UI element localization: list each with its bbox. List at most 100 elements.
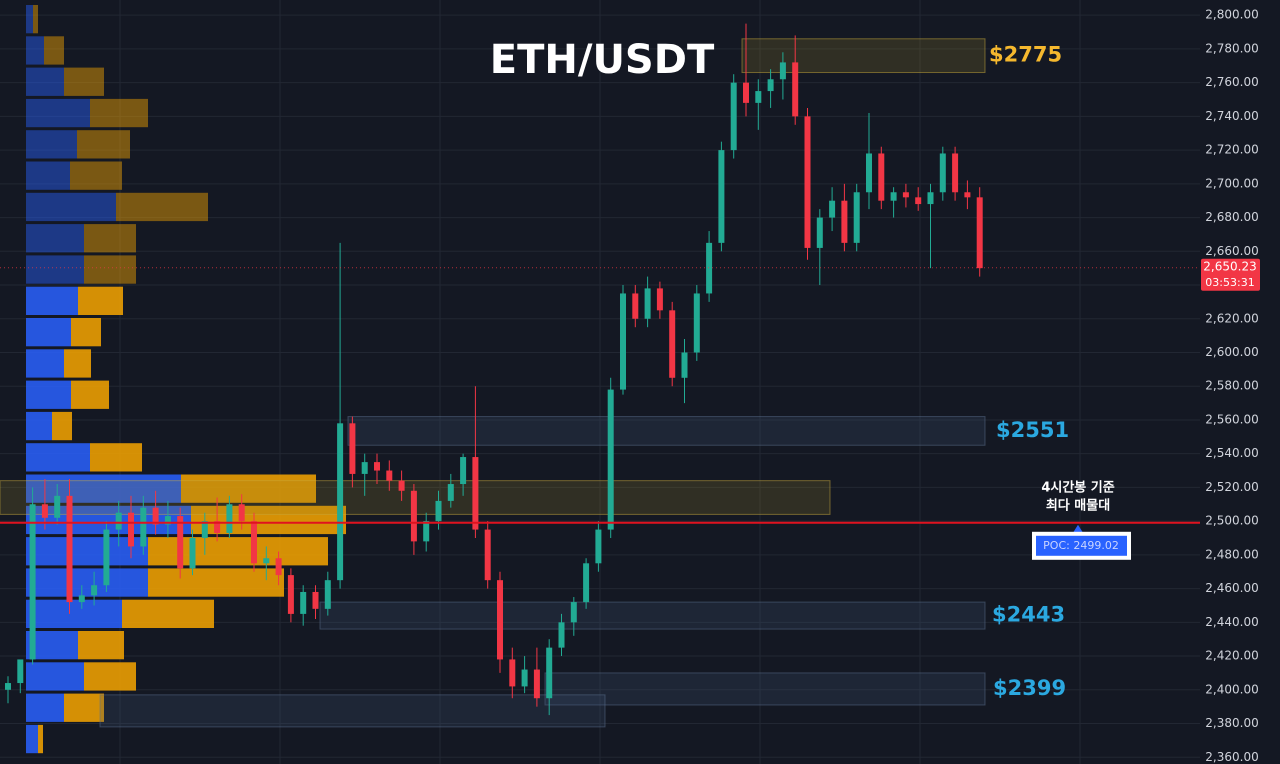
profile-buy xyxy=(26,36,44,65)
candle-body xyxy=(337,423,344,581)
candle-body xyxy=(460,457,467,485)
candle-body xyxy=(484,529,491,581)
y-tick-label: 2,600.00 xyxy=(1205,345,1258,359)
zone xyxy=(741,38,986,74)
candle-body xyxy=(878,153,885,201)
profile-buy xyxy=(26,318,71,347)
candle-body xyxy=(398,480,405,491)
profile-buy xyxy=(26,537,148,566)
candle-body xyxy=(632,293,639,319)
candle-body xyxy=(41,504,48,518)
candle-body xyxy=(164,516,171,525)
y-tick-label: 2,560.00 xyxy=(1205,412,1258,426)
candle-body xyxy=(730,82,737,151)
candle-body xyxy=(976,197,983,269)
y-tick-label: 2,380.00 xyxy=(1205,716,1258,730)
y-tick-label: 2,480.00 xyxy=(1205,547,1258,561)
profile-sell xyxy=(78,286,123,315)
y-tick-label: 2,660.00 xyxy=(1205,244,1258,258)
candle-body xyxy=(902,192,909,198)
candle-body xyxy=(374,462,380,471)
candles xyxy=(5,23,983,716)
y-tick-label: 2,500.00 xyxy=(1205,514,1258,528)
candle-body xyxy=(251,521,257,564)
candle-body xyxy=(410,490,417,542)
profile-buy xyxy=(26,98,90,128)
candle-body xyxy=(964,192,971,198)
zone-label: $2551 xyxy=(996,418,1069,442)
candle-body xyxy=(435,500,442,522)
profile-buy xyxy=(26,662,84,691)
candle-body xyxy=(570,602,577,623)
candle-body xyxy=(324,580,331,609)
last-price-box xyxy=(1201,258,1260,291)
candle-body xyxy=(804,116,811,248)
candle-body xyxy=(853,192,860,243)
candle-body xyxy=(533,669,540,699)
candle-body xyxy=(546,647,553,699)
y-tick-label: 2,680.00 xyxy=(1205,210,1258,224)
candle-body xyxy=(275,558,282,576)
candle-body xyxy=(681,352,688,378)
y-tick-label: 2,440.00 xyxy=(1205,615,1258,629)
y-tick-label: 2,780.00 xyxy=(1205,41,1258,55)
profile-sell xyxy=(70,161,122,190)
y-tick-label: 2,760.00 xyxy=(1205,75,1258,89)
candle-body xyxy=(312,591,319,609)
candle-body xyxy=(927,192,934,205)
y-tick-label: 2,700.00 xyxy=(1205,176,1258,190)
profile-buy xyxy=(26,130,77,159)
profile-sell xyxy=(77,130,130,159)
profile-sell xyxy=(52,411,72,441)
candle-body xyxy=(841,200,848,243)
profile-sell xyxy=(78,631,124,660)
candle-body xyxy=(558,622,565,648)
zone-label: $2775 xyxy=(989,43,1062,67)
y-tick-label: 2,720.00 xyxy=(1205,143,1258,157)
candle-body xyxy=(226,504,233,533)
y-tick-label: 2,540.00 xyxy=(1205,446,1258,460)
y-tick-label: 2,740.00 xyxy=(1205,109,1258,123)
candle-body xyxy=(595,529,602,564)
volume-profile xyxy=(26,5,346,754)
candle-body xyxy=(890,192,897,201)
candle-body xyxy=(361,462,368,474)
candle-body xyxy=(54,495,61,518)
poc-note: 4시간봉 기준 xyxy=(1041,480,1114,496)
profile-buy xyxy=(26,724,38,754)
y-tick-label: 2,520.00 xyxy=(1205,480,1258,494)
profile-sell xyxy=(71,380,109,409)
profile-buy xyxy=(26,411,52,441)
profile-buy xyxy=(26,599,122,628)
candle-body xyxy=(177,516,184,569)
profile-buy xyxy=(26,161,70,190)
y-tick-label: 2,400.00 xyxy=(1205,682,1258,696)
candle-body xyxy=(287,575,294,614)
zone-label: $2443 xyxy=(992,603,1065,627)
candle-body xyxy=(829,200,836,218)
candle-body xyxy=(128,512,134,547)
poc-box xyxy=(1036,535,1127,556)
y-tick-label: 2,620.00 xyxy=(1205,311,1258,325)
zone xyxy=(99,694,606,728)
profile-buy xyxy=(26,380,71,409)
profile-sell xyxy=(38,724,43,754)
profile-sell xyxy=(71,318,101,347)
profile-sell xyxy=(33,5,38,34)
candle-body xyxy=(644,288,651,319)
profile-sell xyxy=(90,98,148,128)
candle-body xyxy=(103,529,110,586)
last-price-label: 2,650.23 xyxy=(1203,259,1256,273)
profile-buy xyxy=(26,67,64,96)
y-tick-label: 2,420.00 xyxy=(1205,649,1258,663)
candle-body xyxy=(693,293,700,353)
y-tick-label: 2,580.00 xyxy=(1205,379,1258,393)
zone xyxy=(544,672,986,706)
candle-body xyxy=(5,683,11,690)
profile-sell xyxy=(148,568,284,597)
profile-buy xyxy=(26,443,90,472)
profile-buy xyxy=(26,349,64,378)
zone-label: $2399 xyxy=(993,676,1066,700)
candle-body xyxy=(386,470,393,481)
